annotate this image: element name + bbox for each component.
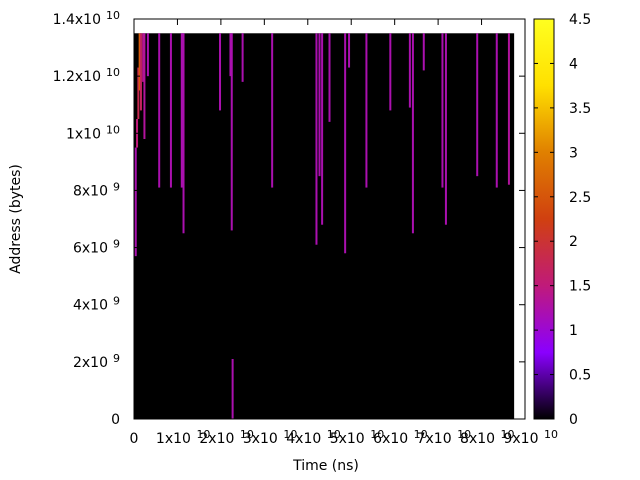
heatmap-cell <box>315 33 318 245</box>
colorbar-tick-label: 2 <box>569 234 578 250</box>
y-tick-label: 1x10 10 <box>66 123 120 142</box>
y-tick-label: 1.2x10 10 <box>53 66 120 85</box>
heatmap-cell <box>411 33 414 234</box>
x-tick-label: 0 <box>130 431 139 447</box>
colorbar-tick-label: 1 <box>569 323 578 339</box>
heatmap-cell <box>318 33 321 177</box>
heatmap-cell <box>169 33 172 188</box>
heatmap-cell <box>348 33 351 68</box>
x-tick-exponent: 10 <box>501 428 515 441</box>
heatmap-cell <box>328 33 331 122</box>
heatmap-cell <box>422 33 425 71</box>
colorbar-tick-label: 3.5 <box>569 101 591 117</box>
x-tick-exponent: 10 <box>370 428 384 441</box>
x-tick-label: 9x10 <box>503 431 538 447</box>
x-tick-label: 7x10 <box>417 431 452 447</box>
heatmap-cell <box>142 33 145 82</box>
x-tick-exponent: 10 <box>414 428 428 441</box>
heatmap-cell <box>441 33 444 188</box>
heatmap-cell <box>137 67 140 119</box>
colorbar-tick-label: 2.5 <box>569 190 591 206</box>
heatmap-cell <box>182 33 185 234</box>
heatmap-cell <box>389 33 392 111</box>
colorbar-tick-label: 3 <box>569 145 578 161</box>
heatmap-background <box>134 33 515 420</box>
x-tick-label: 1x10 <box>156 431 191 447</box>
heatmap-cell <box>241 33 244 82</box>
x-tick-label: 2x10 <box>199 431 234 447</box>
heatmap-cell <box>158 33 161 188</box>
heatmap-cell <box>229 33 232 77</box>
heatmap-cell <box>146 33 149 77</box>
y-axis-label: Address (bytes) <box>8 164 24 274</box>
colorbar-tick-label: 1.5 <box>569 279 591 295</box>
y-tick-label: 1.4x10 10 <box>53 9 120 28</box>
heatmap-cell <box>476 33 479 177</box>
colorbar-tick-label: 0.5 <box>569 368 591 384</box>
colorbar <box>533 18 555 420</box>
heatmap-cell <box>365 33 368 188</box>
x-tick-label: 8x10 <box>460 431 495 447</box>
plot-frame <box>133 18 526 420</box>
colorbar-tick-label: 4.5 <box>569 12 591 28</box>
x-tick-exponent: 10 <box>457 428 471 441</box>
y-tick-label: 8x10 9 <box>73 180 120 199</box>
x-tick-exponent: 10 <box>327 428 341 441</box>
heatmap-cell <box>495 33 498 188</box>
x-tick-exponent: 10 <box>196 428 210 441</box>
heatmap-cell <box>139 33 142 111</box>
x-tick-label: 3x10 <box>243 431 278 447</box>
heatmap-cell <box>230 33 233 231</box>
x-tick-exponent: 10 <box>544 428 558 441</box>
x-tick-label: 4x10 <box>286 431 321 447</box>
heatmap-cell <box>344 33 347 254</box>
heatmap-cell <box>321 33 324 225</box>
heatmap-cell <box>271 33 274 188</box>
heatmap-cell <box>180 33 183 188</box>
x-tick-exponent: 10 <box>283 428 297 441</box>
x-tick-label: 5x10 <box>330 431 365 447</box>
y-tick-label: 6x10 9 <box>73 238 120 257</box>
heatmap-cell <box>134 147 137 257</box>
y-tick-label: 0 <box>111 412 120 428</box>
colorbar-tick-label: 4 <box>569 56 578 72</box>
heatmap-cell <box>408 33 411 108</box>
heatmap-cell <box>143 33 146 139</box>
heatmap-cell <box>138 33 141 91</box>
x-tick-exponent: 10 <box>240 428 254 441</box>
y-tick-label: 2x10 9 <box>73 352 120 371</box>
x-tick-label: 6x10 <box>373 431 408 447</box>
y-tick-label: 4x10 9 <box>73 295 120 314</box>
heatmap-cell <box>219 33 222 111</box>
heatmap-cell <box>444 33 447 225</box>
colorbar-tick-label: 0 <box>569 412 578 428</box>
heatmap-cell <box>231 359 234 419</box>
x-axis-label: Time (ns) <box>292 458 359 474</box>
heatmap-cell <box>507 33 510 185</box>
